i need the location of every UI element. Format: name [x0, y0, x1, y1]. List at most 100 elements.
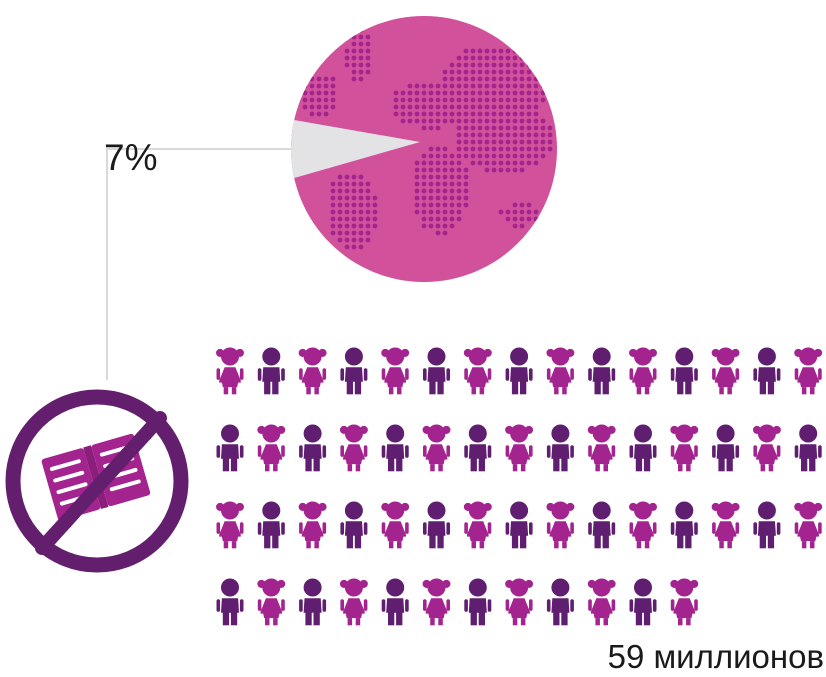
map-dot	[470, 76, 476, 82]
map-dot	[533, 146, 539, 152]
map-dot	[519, 160, 525, 166]
map-dot	[547, 132, 553, 138]
girl-icon	[339, 578, 368, 626]
map-dot	[484, 118, 490, 124]
map-dot	[547, 83, 553, 89]
map-dot	[470, 104, 476, 110]
map-dot	[477, 160, 483, 166]
map-dot	[442, 69, 448, 75]
map-dot	[302, 90, 308, 96]
map-dot	[351, 216, 357, 222]
map-dot	[463, 146, 469, 152]
map-dot	[365, 62, 371, 68]
map-dot	[491, 69, 497, 75]
map-dot	[498, 139, 504, 145]
girl-icon	[752, 424, 781, 472]
map-dot	[484, 97, 490, 103]
map-dot	[463, 181, 469, 187]
map-dot	[309, 104, 315, 110]
map-dot	[526, 216, 532, 222]
map-dot	[358, 62, 364, 68]
map-dot	[512, 69, 518, 75]
map-dot	[505, 125, 511, 131]
map-dot	[484, 48, 490, 54]
map-dot	[456, 62, 462, 68]
map-dot	[463, 125, 469, 131]
map-dot	[449, 202, 455, 208]
girl-icon	[463, 347, 492, 395]
map-dot	[351, 195, 357, 201]
map-dot	[540, 55, 546, 61]
map-dot	[421, 111, 427, 117]
map-dot	[344, 174, 350, 180]
map-dot	[505, 153, 511, 159]
map-dot	[421, 125, 427, 131]
map-dot	[470, 153, 476, 159]
map-dot	[456, 209, 462, 215]
map-dot	[323, 83, 329, 89]
map-dot	[449, 62, 455, 68]
map-dot	[449, 111, 455, 117]
map-dot	[456, 55, 462, 61]
girl-icon	[794, 501, 823, 549]
map-dot	[470, 90, 476, 96]
map-dot	[372, 209, 378, 215]
map-dot	[477, 118, 483, 124]
boy-icon	[216, 424, 244, 472]
map-dot	[477, 97, 483, 103]
map-dot	[463, 139, 469, 145]
map-dot	[330, 104, 336, 110]
map-dot	[533, 160, 539, 166]
map-dot	[393, 104, 399, 110]
map-dot	[547, 76, 553, 82]
map-dot	[540, 153, 546, 159]
map-dot	[428, 97, 434, 103]
girl-icon	[298, 501, 327, 549]
map-dot	[428, 83, 434, 89]
map-dot	[491, 167, 497, 173]
map-dot	[484, 139, 490, 145]
map-dot	[421, 153, 427, 159]
map-dot	[498, 167, 504, 173]
map-dot	[533, 69, 539, 75]
map-dot	[498, 55, 504, 61]
map-dot	[442, 118, 448, 124]
map-dot	[442, 146, 448, 152]
map-dot	[505, 97, 511, 103]
map-dot	[463, 118, 469, 124]
map-dot	[505, 216, 511, 222]
map-dot	[442, 153, 448, 159]
map-dot	[512, 48, 518, 54]
map-dot	[393, 97, 399, 103]
map-dot	[428, 153, 434, 159]
map-dot	[547, 62, 553, 68]
map-dot	[540, 125, 546, 131]
girl-icon	[216, 501, 244, 549]
map-dot	[519, 69, 525, 75]
map-dot	[393, 111, 399, 117]
map-dot	[421, 223, 427, 229]
map-dot	[512, 160, 518, 166]
map-dot	[330, 216, 336, 222]
map-dot	[330, 181, 336, 187]
map-dot	[512, 55, 518, 61]
map-dot	[470, 160, 476, 166]
map-dot	[442, 188, 448, 194]
girl-icon	[381, 501, 410, 549]
map-dot	[484, 76, 490, 82]
map-dot	[393, 90, 399, 96]
map-dot	[407, 111, 413, 117]
map-dot	[477, 76, 483, 82]
map-dot	[463, 153, 469, 159]
map-dot	[484, 132, 490, 138]
map-dot	[533, 139, 539, 145]
map-dot	[505, 160, 511, 166]
map-dot	[337, 195, 343, 201]
map-dot	[449, 104, 455, 110]
map-dot	[351, 62, 357, 68]
map-dot	[344, 195, 350, 201]
map-dot	[316, 97, 322, 103]
map-dot	[407, 90, 413, 96]
map-dot	[351, 209, 357, 215]
map-dot	[498, 76, 504, 82]
